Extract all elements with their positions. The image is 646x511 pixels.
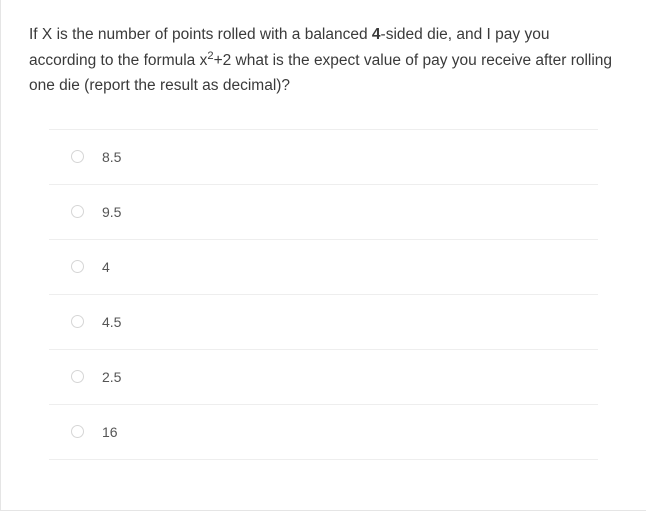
option-label: 2.5 [102, 369, 121, 385]
option-row[interactable]: 4.5 [49, 295, 598, 350]
option-label: 16 [102, 424, 118, 440]
radio-icon[interactable] [71, 260, 84, 273]
option-row[interactable]: 4 [49, 240, 598, 295]
question-container: If X is the number of points rolled with… [0, 0, 646, 511]
option-label: 4 [102, 259, 110, 275]
option-label: 4.5 [102, 314, 121, 330]
superscript: 2 [207, 49, 213, 61]
option-row[interactable]: 2.5 [49, 350, 598, 405]
question-text: If X is the number of points rolled with… [29, 22, 618, 99]
option-row[interactable]: 8.5 [49, 130, 598, 185]
radio-icon[interactable] [71, 315, 84, 328]
radio-icon[interactable] [71, 425, 84, 438]
radio-icon[interactable] [71, 370, 84, 383]
radio-icon[interactable] [71, 150, 84, 163]
radio-icon[interactable] [71, 205, 84, 218]
option-row[interactable]: 16 [49, 405, 598, 460]
option-row[interactable]: 9.5 [49, 185, 598, 240]
options-list: 8.5 9.5 4 4.5 2.5 16 [49, 129, 598, 460]
option-label: 8.5 [102, 149, 121, 165]
option-label: 9.5 [102, 204, 121, 220]
bold-text: 4 [372, 26, 381, 43]
